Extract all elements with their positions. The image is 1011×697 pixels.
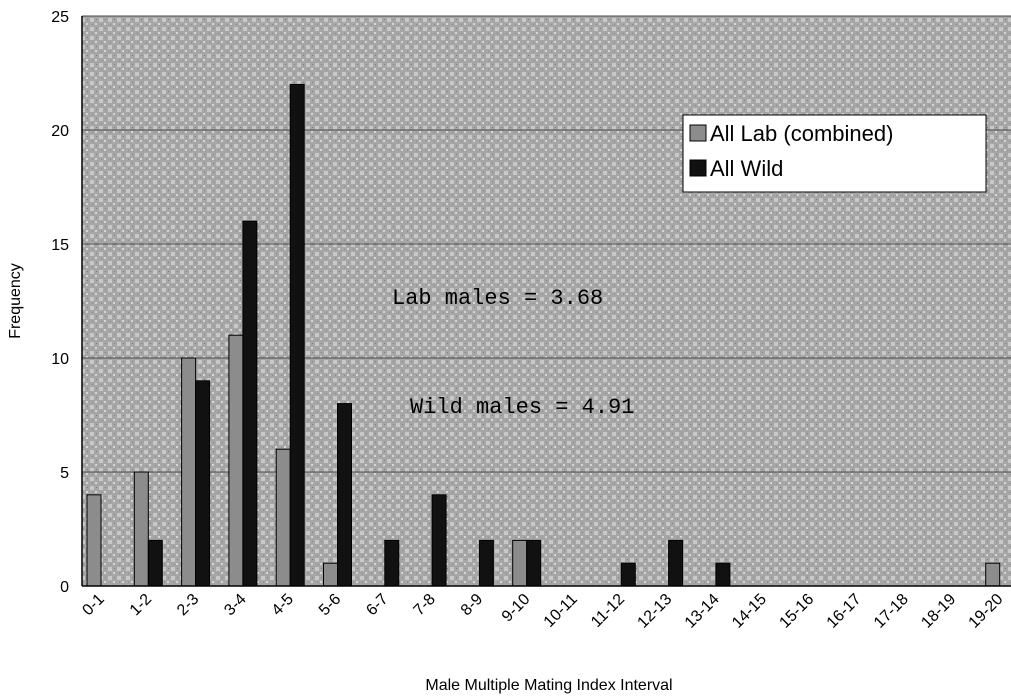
legend-label-wild: All Wild — [710, 156, 783, 181]
x-tick-label: 7-8 — [411, 591, 439, 619]
x-tick-label: 12-13 — [634, 591, 675, 632]
bar-wild-8-9 — [478, 539, 494, 587]
x-tick-label: 13-14 — [682, 591, 723, 632]
legend-swatch-wild — [689, 159, 707, 177]
bar-lab-3-4 — [228, 334, 244, 587]
legend-swatch-lab — [689, 124, 707, 142]
x-tick-label: 5-6 — [316, 591, 344, 619]
x-tick-label: 1-2 — [127, 591, 155, 619]
annotation-lab-males: Lab males = 3.68 — [392, 286, 603, 311]
bar-lab-1-2 — [133, 471, 149, 587]
legend-box — [682, 114, 987, 193]
bar-wild-3-4 — [242, 220, 258, 587]
legend: All Lab (combined) All Wild — [682, 114, 987, 193]
bar-wild-5-6 — [337, 403, 352, 587]
x-tick-label: 16-17 — [824, 591, 865, 632]
bar-lab-9-10 — [512, 539, 528, 587]
bar-wild-13-14 — [715, 562, 731, 587]
bar-wild-6-7 — [384, 539, 400, 587]
x-tick-label: 0-1 — [79, 591, 107, 619]
bar-wild-7-8 — [431, 494, 447, 587]
bar-lab-0-1 — [86, 494, 102, 587]
x-tick-label: 11-12 — [588, 591, 628, 631]
legend-label-lab: All Lab (combined) — [710, 121, 893, 146]
y-tick-label: 20 — [51, 123, 69, 140]
bar-wild-11-12 — [620, 562, 636, 587]
x-axis-title: Male Multiple Mating Index Interval — [425, 677, 672, 694]
x-tick-label: 15-16 — [776, 591, 817, 632]
y-tick-label: 0 — [60, 579, 69, 596]
y-tick-label: 25 — [51, 9, 69, 26]
x-tick-label: 6-7 — [363, 591, 391, 619]
annotation-wild-males: Wild males = 4.91 — [410, 395, 634, 420]
y-axis-title: Frequency — [7, 263, 24, 339]
y-tick-label: 10 — [51, 351, 69, 368]
bar-wild-9-10 — [526, 539, 542, 587]
x-tick-label: 10-11 — [541, 591, 581, 631]
y-tick-label: 5 — [60, 465, 69, 482]
x-tick-label: 4-5 — [269, 591, 297, 619]
bar-lab-4-5 — [275, 448, 291, 587]
x-tick-label: 9-10 — [499, 591, 534, 626]
x-tick-label: 14-15 — [729, 591, 770, 632]
bar-wild-4-5 — [289, 83, 305, 587]
x-tick-label: 19-20 — [966, 591, 1007, 632]
y-tick-label: 15 — [51, 237, 69, 254]
x-tick-label: 17-18 — [871, 591, 912, 632]
x-tick-label: 3-4 — [221, 591, 249, 619]
bar-lab-5-6 — [323, 562, 338, 587]
bar-wild-2-3 — [195, 380, 211, 587]
bar-wild-1-2 — [147, 539, 163, 587]
x-tick-label: 2-3 — [174, 591, 202, 619]
bar-lab-19-20 — [985, 562, 1001, 587]
x-tick-label: 18-19 — [918, 591, 959, 632]
bar-lab-2-3 — [181, 357, 197, 587]
x-tick-label: 8-9 — [458, 591, 486, 619]
bar-wild-12-13 — [668, 539, 684, 587]
